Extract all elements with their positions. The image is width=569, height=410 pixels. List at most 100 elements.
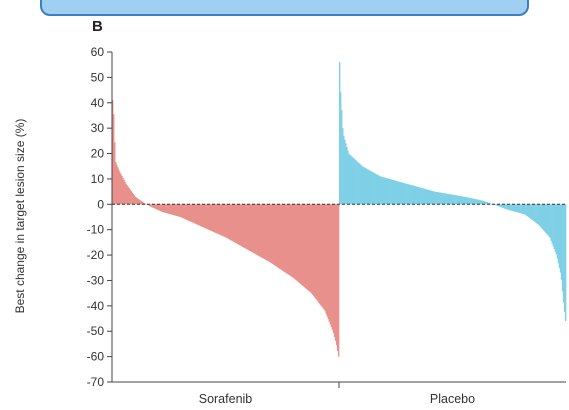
bar: [300, 204, 303, 285]
bar: [204, 204, 207, 229]
bar: [561, 204, 564, 292]
y-ticks: 60 50 40 30 20 10 0 -10 -20 -30 -40 -50 -60 -70: [87, 45, 112, 389]
bar: [142, 202, 145, 205]
bar: [512, 204, 514, 212]
bar: [360, 165, 363, 205]
bar: [442, 193, 444, 205]
bar: [191, 204, 193, 223]
bar: [392, 180, 395, 205]
bar: [117, 167, 119, 205]
y-tick-label: -60: [87, 350, 105, 364]
bar: [165, 204, 168, 214]
bar: [455, 195, 457, 205]
bar: [172, 204, 175, 216]
bar: [333, 204, 336, 337]
bar: [530, 204, 533, 220]
bar: [434, 191, 437, 205]
bar: [548, 204, 550, 237]
bar: [489, 203, 492, 205]
bar: [525, 204, 528, 216]
bar: [394, 180, 397, 205]
bar: [243, 204, 245, 248]
bar: [515, 204, 517, 212]
bar: [182, 204, 184, 219]
bar: [181, 204, 183, 218]
bar: [138, 199, 141, 205]
bar: [213, 204, 215, 232]
bar: [423, 188, 425, 205]
bar: [443, 193, 445, 205]
bar: [469, 197, 471, 205]
bar: [217, 204, 219, 234]
bar: [153, 204, 155, 209]
bar: [251, 204, 253, 253]
bar: [253, 204, 255, 254]
bar: [486, 202, 488, 205]
bar: [564, 204, 567, 322]
bar: [161, 204, 163, 212]
bar: [149, 204, 151, 207]
bar: [211, 204, 213, 232]
bar: [353, 158, 355, 205]
bar: [282, 204, 284, 271]
bar: [310, 204, 312, 293]
bar: [483, 201, 485, 205]
bar: [340, 92, 342, 205]
bar: [114, 142, 116, 205]
bar: [315, 204, 317, 299]
bar: [426, 189, 429, 205]
y-tick-label: 20: [91, 147, 105, 161]
bar: [435, 191, 438, 205]
x-category-label: Placebo: [430, 392, 475, 406]
bar: [129, 189, 131, 205]
bar: [171, 204, 174, 215]
bar: [503, 204, 505, 209]
bar: [550, 204, 552, 241]
bar: [439, 192, 441, 205]
bar: [152, 204, 154, 208]
bar: [207, 204, 210, 230]
bar: [458, 195, 461, 205]
bar: [487, 202, 489, 205]
bar: [264, 204, 267, 260]
bar: [532, 204, 535, 221]
bar: [136, 198, 139, 205]
bar: [465, 197, 468, 205]
bar: [559, 204, 562, 273]
bar: [424, 189, 427, 205]
bar: [516, 204, 518, 213]
bar: [546, 204, 548, 235]
bar: [556, 204, 559, 259]
bar: [374, 173, 376, 205]
bar: [316, 204, 318, 301]
bar: [118, 169, 120, 205]
bar: [119, 172, 121, 205]
bar: [363, 167, 366, 205]
bar: [456, 195, 459, 205]
bar: [345, 143, 347, 205]
bar: [367, 169, 370, 205]
bar: [470, 198, 472, 205]
bar: [551, 204, 553, 244]
bar: [166, 204, 169, 214]
y-tick-label: -20: [87, 248, 105, 262]
bar: [462, 196, 465, 205]
bar: [549, 204, 551, 239]
bar: [534, 204, 536, 222]
bar: [140, 201, 143, 205]
bar: [262, 204, 265, 259]
bar: [132, 193, 135, 205]
bar: [270, 204, 273, 264]
bar: [244, 204, 246, 249]
bar: [377, 174, 379, 205]
bar: [304, 204, 307, 289]
bar: [288, 204, 290, 275]
bar: [122, 177, 124, 205]
bar: [159, 204, 161, 211]
bar: [460, 196, 463, 205]
bar: [379, 176, 381, 205]
bar: [318, 204, 320, 303]
bar: [544, 204, 546, 232]
bar: [330, 204, 333, 328]
bar: [400, 182, 403, 205]
